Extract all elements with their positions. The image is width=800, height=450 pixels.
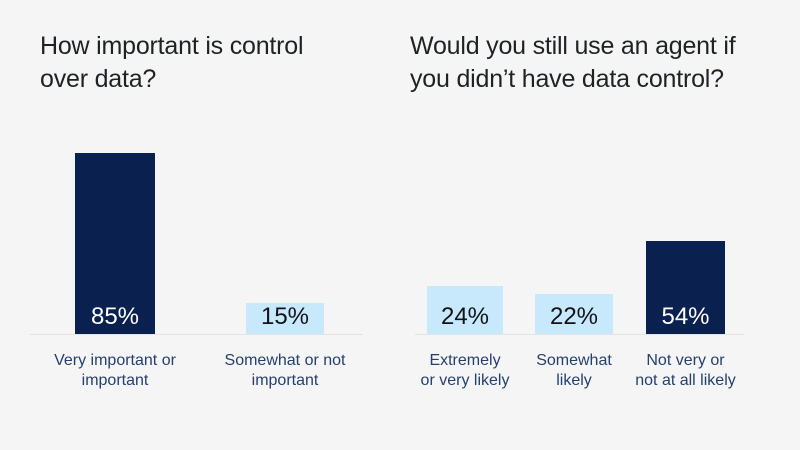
- chart-title: How important is control over data?: [40, 30, 304, 96]
- category-label-line: Very important or: [54, 352, 176, 369]
- category-label-line: Somewhat or not: [224, 352, 346, 369]
- category-label-somewhat-likely: Somewhat likely: [536, 351, 612, 391]
- bar-value-label: 15%: [260, 303, 310, 330]
- category-label-line: important: [251, 372, 319, 389]
- chart-title-line: How important is control: [40, 32, 304, 60]
- chart-title-line: you didn’t have data control?: [410, 65, 724, 93]
- category-label-line: important: [81, 372, 149, 389]
- bar-value-label: 85%: [90, 303, 140, 330]
- category-label-somewhat-not-important: Somewhat or not important: [225, 351, 346, 391]
- x-axis-line: [415, 334, 744, 335]
- bar-somewhat-likely: 22%: [535, 294, 613, 334]
- plot-area: 85% 15% Very important or important Some…: [30, 150, 363, 389]
- bar-value-label: 24%: [440, 303, 490, 330]
- category-label-extremely-very-likely: Extremely or very likely: [421, 351, 510, 391]
- x-axis-line: [30, 334, 363, 335]
- bar-value-label: 22%: [549, 303, 599, 330]
- category-label-line: likely: [556, 372, 592, 389]
- category-label-line: Extremely: [429, 352, 501, 369]
- bar-somewhat-not-important: 15%: [246, 303, 324, 334]
- bar-very-important: 85%: [75, 153, 155, 334]
- bar-value-label: 54%: [661, 303, 710, 330]
- bar-not-very-likely: 54%: [646, 241, 725, 334]
- category-label-very-important: Very important or important: [54, 351, 176, 391]
- chart-title-line: over data?: [40, 65, 157, 93]
- chart-title-line: Would you still use an agent if: [410, 32, 736, 60]
- category-label-line: Somewhat: [536, 352, 612, 369]
- chart-title: Would you still use an agent if you didn…: [410, 30, 736, 96]
- bar-extremely-very-likely: 24%: [427, 286, 503, 334]
- category-label-line: not at all likely: [635, 372, 736, 389]
- category-label-line: Not very or: [646, 352, 725, 369]
- category-label-not-very-likely: Not very or not at all likely: [635, 351, 736, 391]
- plot-area: 24% 22% 54% Extremely or very likely Som…: [415, 150, 744, 389]
- category-label-line: or very likely: [420, 372, 510, 389]
